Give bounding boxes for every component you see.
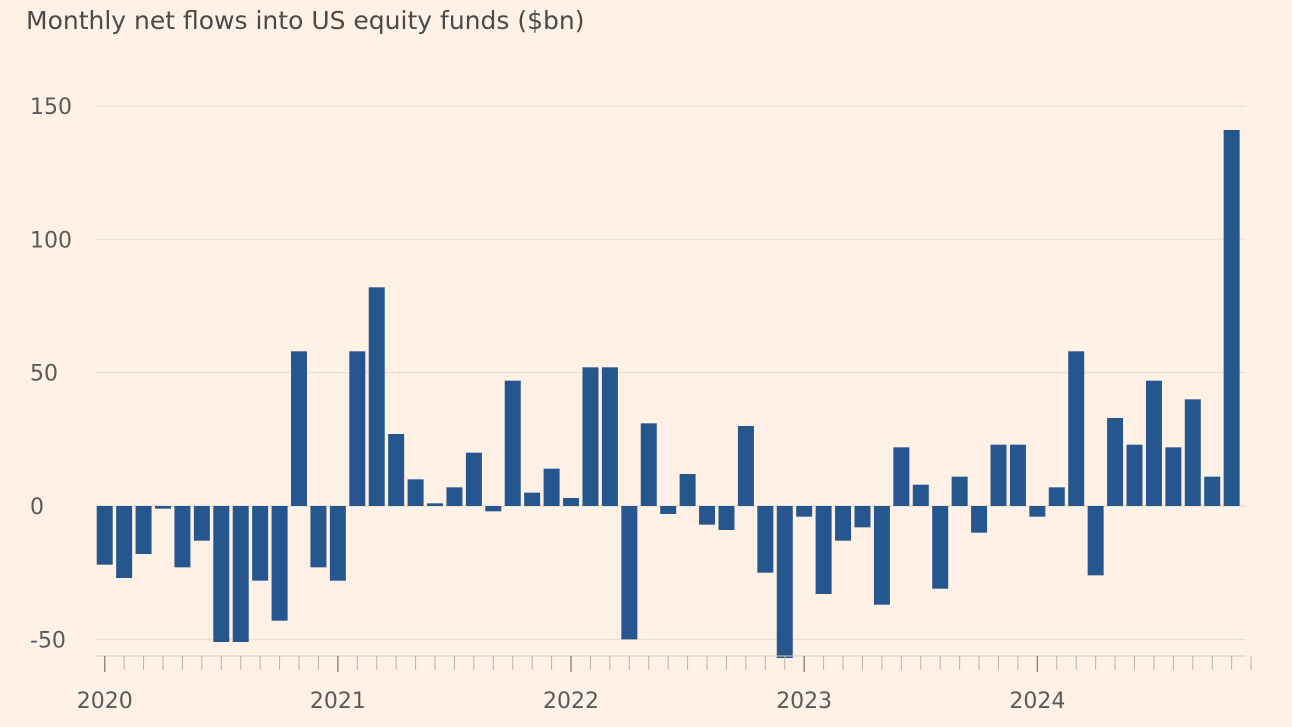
bar [601, 367, 618, 506]
bar [1009, 444, 1026, 506]
bar [446, 487, 463, 506]
bar [465, 452, 482, 506]
x-axis [95, 655, 1252, 672]
bar [640, 423, 657, 506]
bar [621, 506, 638, 640]
bar [835, 506, 852, 541]
bar [893, 447, 910, 506]
bar [776, 506, 793, 659]
bar [1107, 417, 1124, 506]
bar [815, 506, 832, 595]
bar [1145, 380, 1162, 506]
bar [971, 506, 988, 533]
bar [660, 506, 677, 515]
bar [388, 433, 405, 506]
bar [1068, 351, 1085, 506]
bar [155, 506, 172, 509]
bar [679, 473, 696, 506]
bar [563, 497, 580, 506]
x-tick-label: 2022 [543, 689, 599, 714]
bar [193, 506, 210, 541]
bar [329, 506, 346, 581]
y-tick-label: 0 [30, 495, 44, 520]
bar [990, 444, 1007, 506]
bar [854, 506, 871, 528]
bar [1029, 506, 1046, 517]
bar [932, 506, 949, 589]
bar [1087, 506, 1104, 576]
bar [1048, 487, 1065, 506]
bar [213, 506, 230, 643]
x-tick-label: 2021 [310, 689, 366, 714]
bar [116, 506, 133, 579]
bar [951, 476, 968, 506]
bar [349, 351, 366, 506]
bar [873, 506, 890, 605]
bar [737, 425, 754, 506]
chart-title: Monthly net flows into US equity funds (… [26, 6, 585, 35]
bar [427, 503, 444, 506]
x-tick-label: 2024 [1009, 689, 1065, 714]
tick-labels: 150 100 50 0 -50 2020 2021 2022 2023 2024 [30, 95, 1065, 714]
bar [96, 506, 113, 565]
bar [291, 351, 308, 506]
bar [543, 468, 560, 506]
bar [271, 506, 288, 621]
bar [718, 506, 735, 531]
y-tick-label: 100 [30, 228, 72, 253]
bar [252, 506, 269, 581]
bar [232, 506, 249, 643]
bar [174, 506, 191, 568]
bar [757, 506, 774, 573]
bar [368, 287, 385, 506]
bar [582, 367, 599, 506]
y-tick-label: 50 [30, 362, 58, 387]
bar [699, 506, 716, 525]
bar [1204, 476, 1221, 506]
bar [1126, 444, 1143, 506]
bars [96, 129, 1240, 659]
y-tick-label: -50 [30, 628, 66, 653]
bar [1223, 129, 1240, 506]
bar [135, 506, 152, 555]
x-tick-label: 2020 [77, 689, 133, 714]
bar [912, 484, 929, 506]
y-tick-label: 150 [30, 95, 72, 120]
bar [407, 479, 424, 506]
bar [524, 492, 541, 506]
bar [1184, 399, 1201, 506]
bar [1165, 447, 1182, 506]
bar [796, 506, 813, 517]
bar [485, 506, 502, 512]
x-tick-label: 2023 [776, 689, 832, 714]
bar [310, 506, 327, 568]
bar [504, 380, 521, 506]
